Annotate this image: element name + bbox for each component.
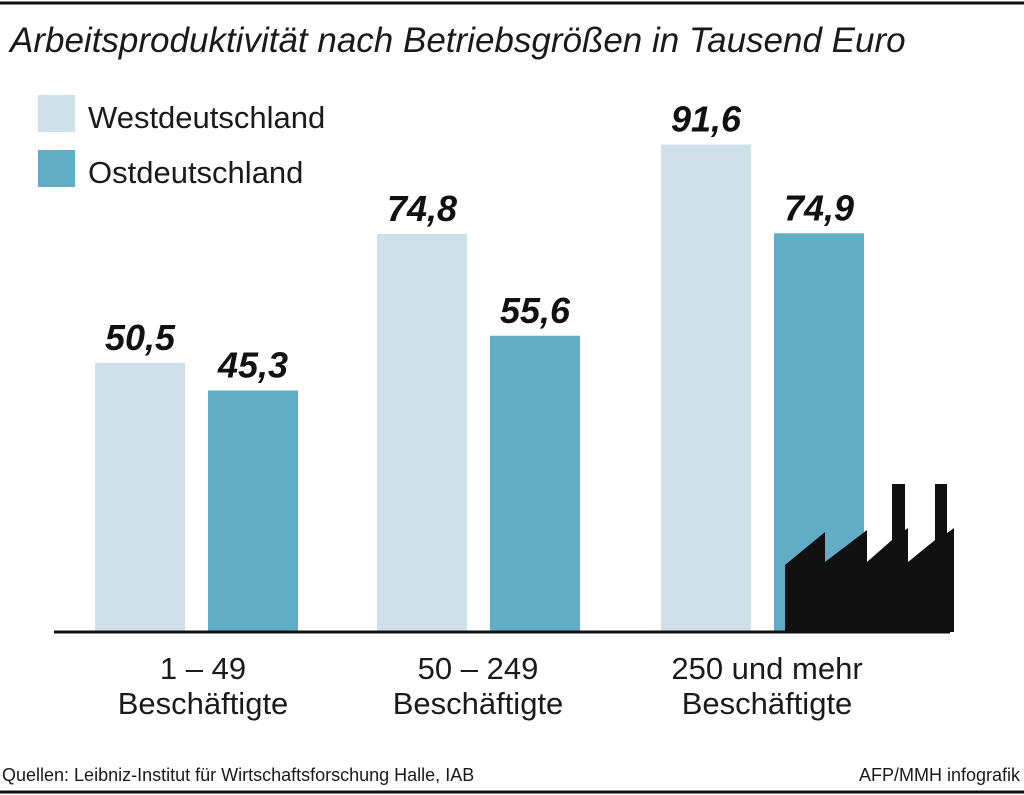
category-sublabel-250-plus: Beschäftigte [682,686,853,721]
value-label-westdeutschland-250-plus: 91,6 [671,99,742,140]
bar-westdeutschland-50-249 [377,233,467,631]
bars [95,144,864,631]
category-sublabel-1-49: Beschäftigte [118,686,289,721]
bar-westdeutschland-1-49 [95,362,185,631]
legend-swatch-ostdeutschland [38,150,75,187]
legend-label-westdeutschland: Westdeutschland [88,100,325,135]
factory-icon [785,484,954,632]
category-label-50-249: 50 – 249 [418,651,539,686]
legend-swatch-westdeutschland [38,95,75,132]
value-label-westdeutschland-1-49: 50,5 [105,317,176,358]
value-label-westdeutschland-50-249: 74,8 [387,188,457,229]
credit-note: AFP/MMH infografik [859,765,1021,785]
value-label-ostdeutschland-1-49: 45,3 [217,344,288,385]
category-labels: 1 – 49 Beschäftigte 50 – 249 Beschäftigt… [118,651,863,721]
value-label-ostdeutschland-250-plus: 74,9 [784,187,854,228]
bar-westdeutschland-250-plus [661,144,751,631]
legend-label-ostdeutschland: Ostdeutschland [88,155,303,190]
legend: Westdeutschland Ostdeutschland [38,95,325,190]
bar-ostdeutschland-1-49 [208,390,298,631]
category-label-1-49: 1 – 49 [160,651,246,686]
bar-ostdeutschland-50-249 [490,335,580,631]
value-labels: 50,5 45,3 74,8 55,6 91,6 74,9 [105,99,854,386]
category-label-250-plus: 250 und mehr [671,651,862,686]
source-note: Quellen: Leibniz-Institut für Wirtschaft… [2,765,474,785]
category-sublabel-50-249: Beschäftigte [393,686,564,721]
value-label-ostdeutschland-50-249: 55,6 [500,290,571,331]
chart-title: Arbeitsproduktivität nach Betriebsgrößen… [8,21,906,60]
